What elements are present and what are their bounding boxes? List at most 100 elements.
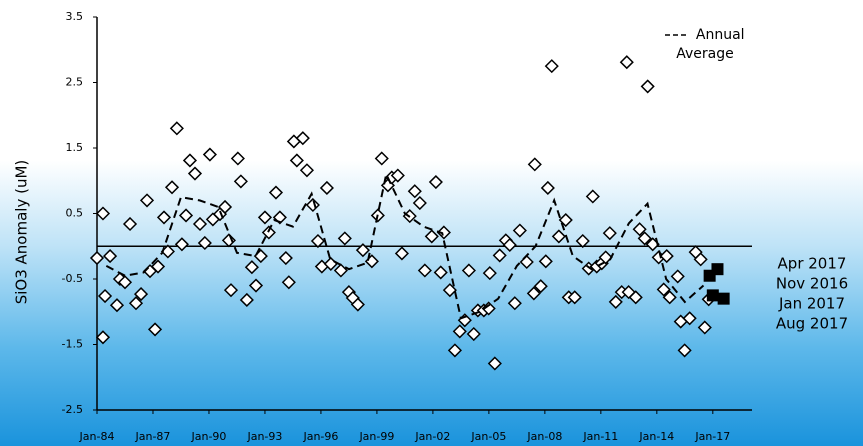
diamond-point	[585, 189, 600, 204]
diamond-point	[412, 195, 427, 211]
diamond-point	[394, 246, 409, 261]
y-tick-label: -1.5	[62, 338, 83, 351]
average-line	[105, 171, 705, 320]
diamond-point	[519, 254, 534, 270]
diamond-point	[466, 326, 481, 342]
y-tick-label: -2.5	[62, 403, 83, 416]
diamond-point	[407, 184, 422, 199]
diamond-point	[299, 163, 314, 178]
diamond-point	[507, 296, 522, 311]
diamond-point	[598, 250, 613, 265]
point-label: Apr 2017	[778, 255, 847, 273]
y-axis-label: SiO3 Anomaly (uM)	[13, 160, 31, 305]
diamond-point	[178, 208, 194, 223]
diamond-point	[433, 265, 448, 280]
diamond-point	[337, 231, 352, 246]
diamond-point	[628, 290, 643, 305]
diamond-point	[333, 263, 348, 278]
diamond-point	[350, 297, 365, 312]
diamond-point	[461, 263, 476, 278]
x-tick-label: Jan-90	[190, 430, 226, 443]
diamond-point	[428, 174, 443, 190]
diamond-point	[133, 287, 149, 302]
diamond-point	[632, 222, 647, 237]
diamond-point	[670, 269, 685, 284]
x-tick-label: Jan-96	[302, 430, 338, 443]
diamond-point	[575, 233, 590, 249]
diamond-point	[608, 294, 623, 309]
diamond-point	[217, 199, 233, 215]
diamond-point	[103, 249, 118, 264]
diamond-point	[257, 210, 273, 225]
diamond-point	[540, 180, 555, 196]
diamond-point	[319, 180, 334, 196]
legend: Annual Average	[660, 26, 750, 64]
diamond-point	[192, 216, 208, 232]
diamond-point	[482, 266, 497, 281]
x-tick-label: Jan-08	[526, 430, 562, 443]
square-point	[717, 292, 730, 305]
y-tick-label: 3.5	[66, 10, 84, 23]
diamond-point	[202, 147, 217, 162]
diamond-point	[295, 131, 310, 146]
diamond-point	[268, 185, 284, 200]
diamond-point	[310, 233, 326, 249]
x-tick-label: Jan-99	[358, 430, 394, 443]
diamond-point	[481, 301, 496, 316]
diamond-point	[677, 343, 692, 358]
diamond-point	[492, 248, 507, 263]
diamond-point	[221, 233, 236, 248]
x-tick-label: Jan-84	[79, 430, 115, 443]
diamond-point	[95, 206, 111, 221]
diamond-point	[233, 174, 248, 189]
x-tick-label: Jan-93	[246, 430, 282, 443]
diamond-point	[374, 151, 389, 166]
y-tick-label: 2.5	[66, 76, 84, 89]
diamond-point	[619, 55, 634, 70]
diamond-point	[637, 231, 652, 246]
diamond-point	[436, 225, 451, 240]
diamond-point	[197, 235, 212, 251]
x-tick-label: Jan-17	[694, 430, 730, 443]
diamond-point	[697, 320, 712, 335]
diamond-point	[109, 298, 125, 313]
diamond-point	[682, 311, 697, 326]
diamond-point	[223, 283, 239, 298]
diamond-point	[526, 286, 541, 301]
diamond-point	[640, 79, 655, 94]
diamond-point	[289, 153, 304, 168]
diamond-point	[187, 166, 203, 181]
diamond-point	[95, 330, 111, 345]
diamond-point	[253, 249, 268, 264]
diamond-point	[447, 343, 462, 358]
point-label: Nov 2016	[776, 275, 848, 293]
point-label: Aug 2017	[776, 315, 848, 333]
y-tick-label: -0.5	[62, 272, 83, 285]
diamond-point	[538, 254, 553, 269]
diamond-point	[230, 151, 245, 166]
x-tick-label: Jan-14	[638, 430, 674, 443]
square-point	[706, 289, 719, 302]
diamond-point	[533, 279, 548, 294]
diamond-point	[487, 356, 502, 371]
diamond-point	[659, 249, 674, 264]
diamond-point	[122, 216, 138, 232]
legend-sample	[665, 34, 688, 36]
x-tick-label: Jan-87	[135, 430, 171, 443]
diamond-point	[97, 288, 113, 304]
diamond-point	[239, 292, 254, 308]
diamond-point	[512, 223, 527, 238]
diamond-point	[244, 260, 259, 275]
diamond-point	[502, 237, 517, 253]
diamond-point	[278, 250, 293, 266]
diamond-point	[139, 193, 155, 208]
diamond-point	[164, 180, 180, 195]
diamond-point	[117, 275, 133, 290]
diamond-point	[248, 278, 264, 293]
legend-label: Annual Average	[676, 27, 745, 62]
diamond-point	[281, 275, 296, 290]
diamond-point	[567, 290, 582, 305]
diamond-point	[355, 243, 370, 258]
